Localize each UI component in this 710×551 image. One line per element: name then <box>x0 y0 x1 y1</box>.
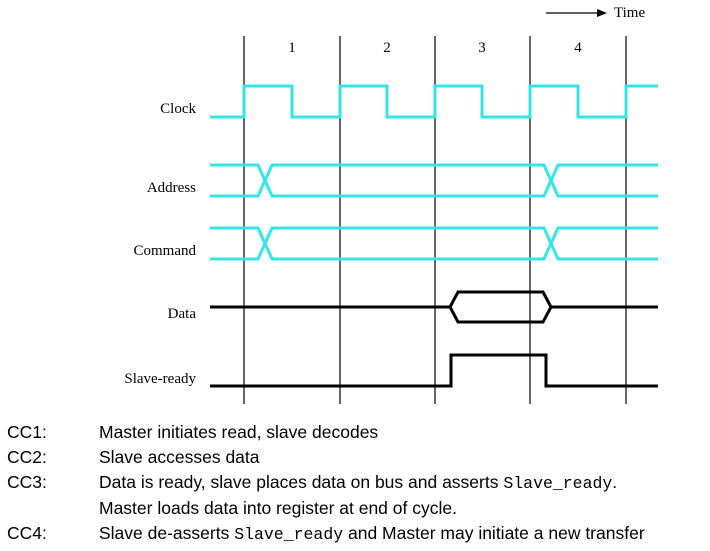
legend-text: . <box>612 472 618 492</box>
signal-label-command: Command <box>134 243 197 259</box>
cycle-numbers: 1 2 3 4 <box>288 40 582 56</box>
waveforms <box>210 84 658 388</box>
time-label: Time <box>614 5 645 21</box>
time-axis: Time <box>546 5 645 21</box>
legend-cycle-label: CC3: <box>7 472 47 492</box>
legend-signal-name: Slave_ready <box>234 525 344 544</box>
cycle-number: 3 <box>478 40 486 56</box>
legend-text: and Master may initiate a new transfer <box>343 523 645 543</box>
signal-label-data: Data <box>168 306 197 322</box>
data-valid-window <box>448 290 553 324</box>
time-arrow-head <box>597 9 607 17</box>
legend-row: CC4: Slave de-asserts Slave_ready and Mas… <box>0 521 710 547</box>
legend-text: Master loads data into register at end o… <box>99 498 457 518</box>
cycle-number: 4 <box>574 40 582 56</box>
legend-description: Slave accesses data <box>99 445 710 470</box>
legend-row: CC1: Master initiates read, slave decodes <box>0 420 710 445</box>
legend-text: Master initiates read, slave decodes <box>99 422 379 442</box>
signal-label-clock: Clock <box>160 101 196 117</box>
legend-text: Slave de-asserts <box>99 523 235 543</box>
data-waveform <box>210 290 658 324</box>
address-waveform-bottom <box>210 163 658 198</box>
legend-text: Data is ready, slave places data on bus … <box>99 472 504 492</box>
cycle-number: 2 <box>383 40 391 56</box>
legend-row: CC3: Data is ready, slave places data on … <box>0 470 710 496</box>
legend-description: Slave de-asserts Slave_ready and Master … <box>99 521 710 547</box>
slave-ready-waveform <box>210 353 658 388</box>
cycle-number: 1 <box>288 40 296 56</box>
legend-description: Master initiates read, slave decodes <box>99 420 710 445</box>
legend-cycle-label: CC2: <box>7 447 47 467</box>
legend-description: Data is ready, slave places data on bus … <box>99 470 710 496</box>
command-waveform-top <box>210 226 658 261</box>
signal-label-slave-ready: Slave-ready <box>124 371 196 387</box>
legend-row: CC2: Slave accesses data <box>0 445 710 470</box>
signal-labels: Clock Address Command Data Slave-ready <box>124 101 196 387</box>
address-waveform <box>210 163 658 198</box>
address-waveform-top <box>210 163 658 198</box>
clock-waveform <box>210 84 658 119</box>
legend-text: Slave accesses data <box>99 447 260 467</box>
command-waveform-bottom <box>210 226 658 261</box>
legend-cycle-label: CC4: <box>7 523 47 543</box>
signal-label-address: Address <box>147 180 196 196</box>
legend-row-continuation: Master loads data into register at end o… <box>0 496 710 521</box>
legend-cycle-label: CC1: <box>7 422 47 442</box>
timing-diagram: Time 1 2 3 4 Clock Address Command Data … <box>124 5 658 404</box>
legend-signal-name: Slave_ready <box>503 474 613 493</box>
cycle-legend: CC1: Master initiates read, slave decodes… <box>0 420 710 547</box>
command-waveform <box>210 226 658 261</box>
legend-description: Master loads data into register at end o… <box>99 496 710 521</box>
